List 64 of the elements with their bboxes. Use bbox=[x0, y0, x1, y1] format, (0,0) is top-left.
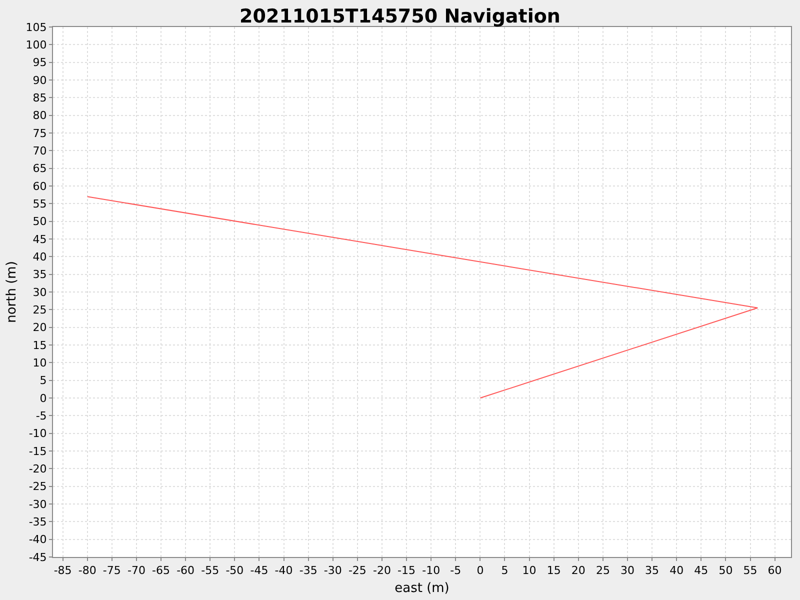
y-tick-label: 20 bbox=[32, 321, 47, 334]
x-tick-label: -55 bbox=[201, 564, 220, 578]
y-tick-label: 65 bbox=[32, 162, 47, 176]
x-tick-label: 55 bbox=[743, 564, 758, 578]
y-tick-label: 85 bbox=[32, 92, 47, 105]
x-tick-label: -80 bbox=[78, 564, 96, 578]
y-tick-label: -5 bbox=[36, 410, 47, 423]
y-tick-label: 100 bbox=[26, 38, 47, 52]
x-tick-label: -35 bbox=[299, 564, 318, 578]
x-tick-label: -75 bbox=[102, 564, 121, 578]
y-tick-label: 60 bbox=[32, 180, 47, 193]
y-tick-label: -25 bbox=[28, 480, 47, 494]
y-tick-label: 95 bbox=[32, 56, 47, 70]
x-tick-label: -25 bbox=[348, 564, 366, 578]
y-tick-label: 35 bbox=[32, 268, 47, 282]
x-tick-label: 50 bbox=[718, 564, 733, 578]
x-tick-label: 60 bbox=[768, 564, 782, 578]
y-tick-label: 30 bbox=[32, 286, 47, 299]
x-tick-label: -45 bbox=[250, 564, 268, 578]
x-tick-label: 15 bbox=[546, 564, 561, 578]
x-tick-label: 35 bbox=[645, 564, 660, 578]
x-tick-label: -10 bbox=[422, 564, 440, 578]
chart-title: 20211015T145750 Navigation bbox=[240, 5, 560, 28]
y-tick-label: 45 bbox=[32, 232, 47, 246]
x-tick-label: -60 bbox=[176, 564, 195, 578]
x-tick-label: -20 bbox=[372, 564, 391, 578]
x-tick-label: -40 bbox=[274, 564, 293, 578]
y-tick-label: 75 bbox=[32, 126, 47, 140]
x-tick-label: -5 bbox=[450, 564, 462, 578]
x-tick-label: 20 bbox=[571, 564, 586, 578]
y-tick-label: -15 bbox=[28, 444, 47, 458]
x-tick-label: -30 bbox=[324, 564, 342, 578]
x-axis-title: east (m) bbox=[394, 580, 450, 596]
x-tick-label: 25 bbox=[596, 564, 610, 578]
y-tick-label: -35 bbox=[28, 516, 47, 529]
y-tick-label: 70 bbox=[32, 144, 47, 158]
y-tick-label: 10 bbox=[32, 356, 47, 370]
y-tick-label: 5 bbox=[40, 374, 47, 388]
x-tick-label: 0 bbox=[476, 564, 484, 578]
y-tick-label: 50 bbox=[32, 215, 47, 228]
y-tick-label: -10 bbox=[28, 427, 47, 440]
x-tick-label: -85 bbox=[54, 564, 72, 578]
y-tick-label: 105 bbox=[26, 20, 47, 34]
x-tick-label: -65 bbox=[152, 564, 170, 578]
x-tick-label: 40 bbox=[670, 564, 684, 578]
y-tick-label: 40 bbox=[32, 250, 47, 264]
x-tick-label: 10 bbox=[522, 564, 536, 578]
y-tick-label: -40 bbox=[28, 533, 47, 546]
y-tick-label: 25 bbox=[32, 304, 47, 317]
y-tick-label: -30 bbox=[28, 498, 47, 511]
y-tick-label: -45 bbox=[28, 550, 47, 564]
x-tick-label: -50 bbox=[226, 564, 244, 578]
x-tick-label: -70 bbox=[127, 564, 146, 578]
x-tick-label: -15 bbox=[398, 564, 416, 578]
y-tick-label: 15 bbox=[32, 338, 47, 352]
y-axis-title: north (m) bbox=[4, 261, 20, 323]
y-tick-label: 80 bbox=[32, 109, 47, 122]
y-tick-label: -20 bbox=[28, 462, 47, 476]
x-tick-label: 45 bbox=[694, 564, 708, 578]
x-tick-label: 30 bbox=[620, 564, 634, 578]
x-tick-label: 5 bbox=[501, 564, 508, 578]
y-tick-label: 0 bbox=[40, 392, 47, 405]
y-tick-label: 90 bbox=[32, 74, 47, 87]
y-tick-label: 55 bbox=[32, 198, 47, 211]
